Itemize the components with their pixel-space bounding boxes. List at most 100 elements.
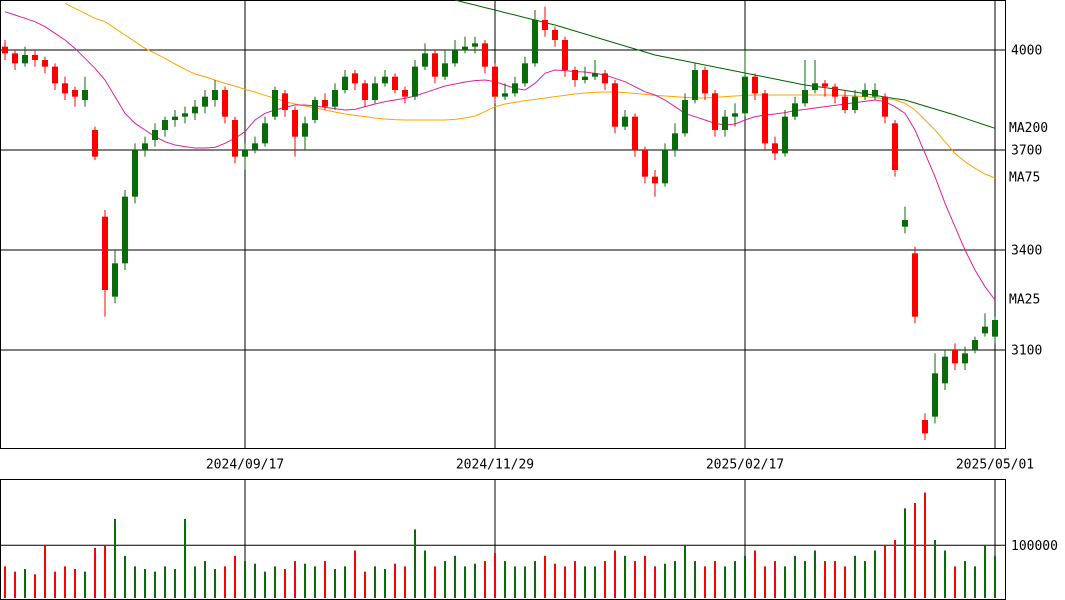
y-tick-label: 3100 xyxy=(1011,344,1042,359)
volume-bar xyxy=(84,571,86,598)
candle-body xyxy=(672,133,678,150)
candle-body xyxy=(732,113,738,117)
volume-bar xyxy=(364,571,366,598)
candle-body xyxy=(892,123,898,170)
volume-bar xyxy=(724,566,726,598)
candle-body xyxy=(242,150,248,157)
candle-body xyxy=(52,66,58,84)
volume-bar xyxy=(804,561,806,598)
candle-body xyxy=(382,76,388,84)
candle-body xyxy=(402,90,408,97)
price-frame xyxy=(0,0,1006,449)
volume-bar xyxy=(614,550,616,598)
candle-body xyxy=(422,53,428,67)
volume-bar xyxy=(644,555,646,598)
y-tick-label: 3700 xyxy=(1011,144,1042,159)
volume-bar xyxy=(184,518,186,598)
volume-bar xyxy=(214,569,216,598)
candle-body xyxy=(312,100,318,120)
candle-body xyxy=(142,143,148,150)
volume-bar xyxy=(4,566,6,598)
candle-body xyxy=(932,373,938,417)
volume-bar xyxy=(814,550,816,598)
volume-bar xyxy=(784,566,786,598)
volume-bar xyxy=(964,561,966,598)
volume-bar xyxy=(44,545,46,598)
volume-bar xyxy=(134,566,136,598)
volume-bar xyxy=(894,540,896,598)
volume-bar xyxy=(954,566,956,598)
volume-bar xyxy=(744,555,746,598)
candle-body xyxy=(362,83,368,100)
candle-body xyxy=(82,90,88,100)
volume-bar xyxy=(234,555,236,598)
candle-body xyxy=(762,93,768,144)
volume-bar xyxy=(864,561,866,598)
candle-body xyxy=(482,43,488,67)
volume-bar xyxy=(14,571,16,598)
volume-bar xyxy=(124,555,126,598)
volume-bar xyxy=(974,566,976,598)
candle-body xyxy=(622,116,628,127)
candle-body xyxy=(982,326,988,334)
candle-body xyxy=(232,120,238,157)
volume-bar xyxy=(64,566,66,598)
volume-bar xyxy=(884,545,886,598)
candle-body xyxy=(72,90,78,97)
candle-body xyxy=(472,43,478,47)
candle-body xyxy=(832,86,838,97)
candle-body xyxy=(742,76,748,114)
volume-bar xyxy=(224,566,226,598)
ma-label: MA200 xyxy=(1009,121,1048,136)
candle-body xyxy=(332,90,338,107)
candle-body xyxy=(272,90,278,117)
volume-bar xyxy=(24,569,26,598)
candle-body xyxy=(442,63,448,77)
volume-bar xyxy=(284,569,286,598)
volume-bar xyxy=(944,550,946,598)
candle-body xyxy=(962,353,968,364)
volume-bar xyxy=(254,563,256,598)
candle-body xyxy=(282,93,288,110)
volume-bar xyxy=(394,563,396,598)
candle-body xyxy=(942,356,948,384)
candle-body xyxy=(202,96,208,107)
candle-body xyxy=(532,20,538,64)
candle-body xyxy=(662,150,668,184)
volume-bar xyxy=(624,555,626,598)
candle-body xyxy=(642,150,648,177)
volume-bar xyxy=(384,569,386,598)
candle-body xyxy=(692,70,698,100)
candle-body xyxy=(822,83,828,87)
candle-body xyxy=(522,63,528,84)
candle-body xyxy=(812,83,818,90)
volume-bar xyxy=(754,550,756,598)
candle-body xyxy=(152,130,158,140)
volume-bar xyxy=(464,566,466,598)
volume-bar xyxy=(824,561,826,598)
volume-bar xyxy=(144,569,146,598)
candle-body xyxy=(572,70,578,80)
volume-bar xyxy=(764,566,766,598)
volume-bar xyxy=(444,561,446,598)
volume-bar xyxy=(794,555,796,598)
candle-body xyxy=(612,83,618,127)
candle-body xyxy=(782,116,788,154)
candle-body xyxy=(412,66,418,97)
candle-body xyxy=(252,143,258,150)
candle-body xyxy=(992,320,998,337)
volume-bar xyxy=(294,561,296,598)
candle-body xyxy=(452,50,458,64)
ma-line xyxy=(64,2,996,179)
candle-body xyxy=(862,90,868,97)
candle-body xyxy=(902,220,908,227)
volume-bar xyxy=(404,566,406,598)
volume-bar xyxy=(584,566,586,598)
candle-body xyxy=(222,90,228,117)
candle-body xyxy=(502,93,508,97)
candle-body xyxy=(712,93,718,130)
candle-body xyxy=(952,350,958,364)
candle-body xyxy=(132,150,138,197)
volume-bar xyxy=(34,574,36,598)
